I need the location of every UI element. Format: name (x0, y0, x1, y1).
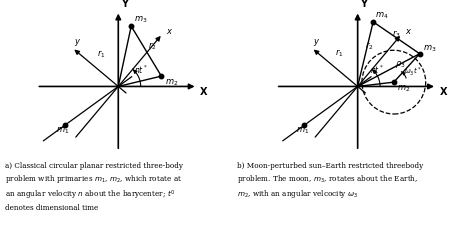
Text: $m_2$: $m_2$ (397, 84, 410, 94)
Text: y: y (74, 37, 79, 46)
Text: Y: Y (360, 0, 367, 9)
Text: X: X (200, 87, 208, 97)
Text: x: x (405, 27, 410, 36)
Text: $nt^*$: $nt^*$ (370, 64, 384, 76)
Text: b) Moon-perturbed sun–Earth restricted threebody
problem. The moon, $m_3$, rotat: b) Moon-perturbed sun–Earth restricted t… (237, 162, 423, 200)
Text: Y: Y (121, 0, 128, 9)
Text: $nt^*$: $nt^*$ (134, 64, 148, 76)
Text: $m_2$: $m_2$ (165, 78, 178, 88)
Text: $m_1$: $m_1$ (56, 126, 70, 137)
Text: $m_4$: $m_4$ (375, 11, 389, 21)
Text: x: x (166, 27, 171, 36)
Text: $r_2$: $r_2$ (147, 41, 156, 52)
Text: $r_1$: $r_1$ (335, 47, 344, 59)
Text: X: X (439, 87, 447, 97)
Text: y: y (313, 37, 318, 46)
Text: $\omega_3 t^*$: $\omega_3 t^*$ (404, 66, 422, 78)
Text: $r_1$: $r_1$ (97, 48, 105, 60)
Text: $m_1$: $m_1$ (296, 126, 309, 137)
Text: $r_2$: $r_2$ (365, 41, 374, 52)
Text: $\rho_3$: $\rho_3$ (395, 59, 405, 70)
Text: a) Classical circular planar restricted three-body
problem with primaries $m_1$,: a) Classical circular planar restricted … (5, 162, 183, 212)
Text: $m_3$: $m_3$ (134, 15, 147, 25)
Text: $m_3$: $m_3$ (423, 43, 437, 54)
Text: $r_3$: $r_3$ (392, 28, 401, 40)
